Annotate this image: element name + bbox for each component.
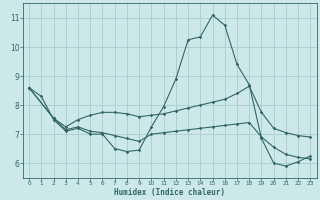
X-axis label: Humidex (Indice chaleur): Humidex (Indice chaleur) [114,188,225,197]
